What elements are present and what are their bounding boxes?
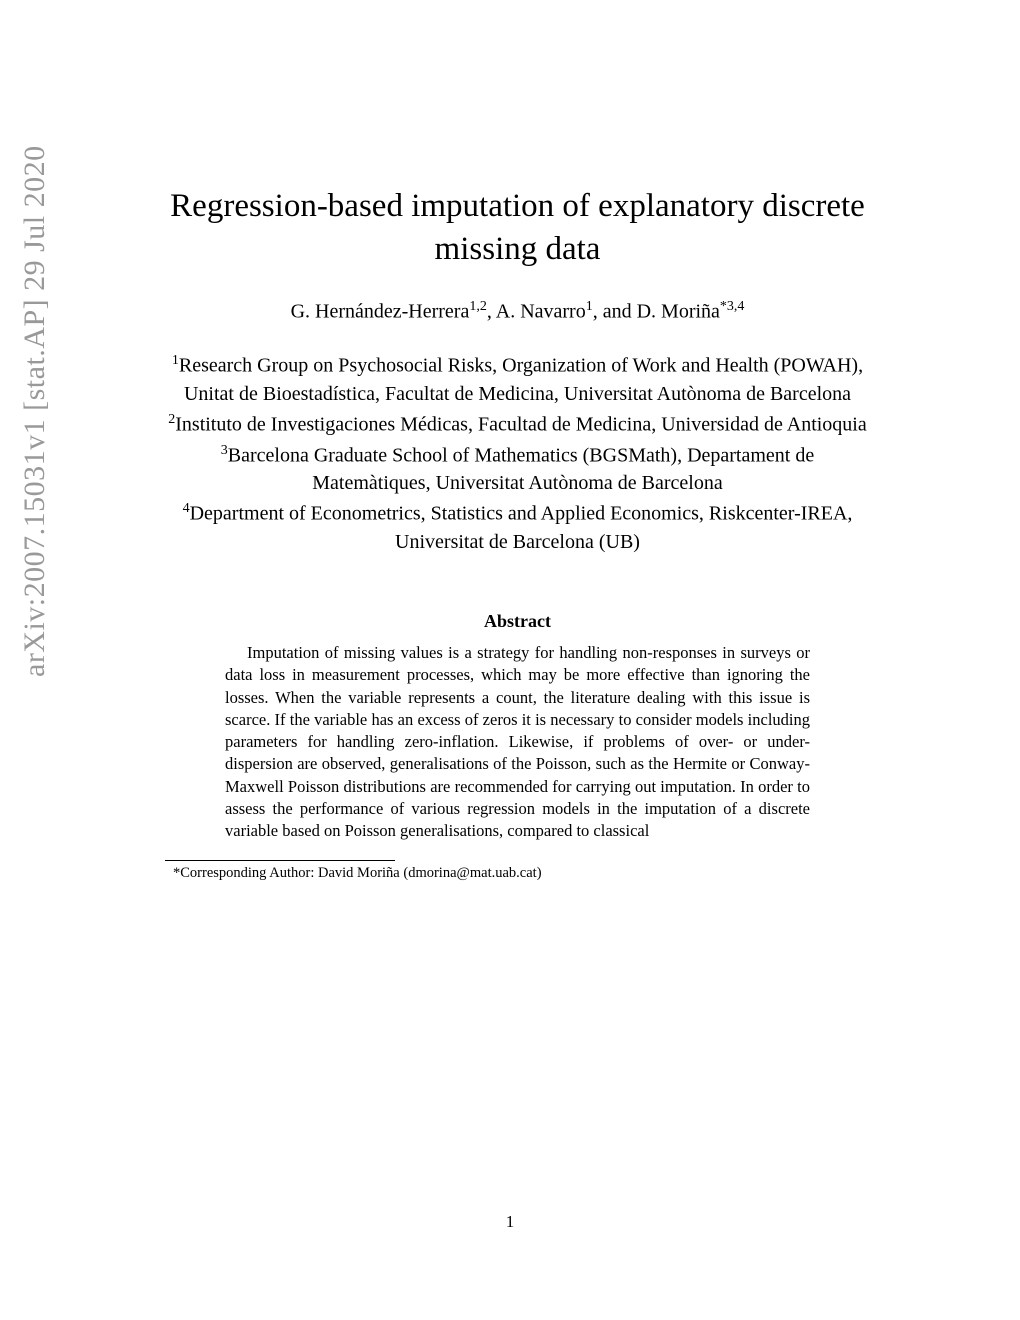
affiliation-2: 2Instituto de Investigaciones Médicas, F… (165, 410, 870, 439)
affiliation-4: 4Department of Econometrics, Statistics … (165, 499, 870, 556)
authors-line: G. Hernández-Herrera1,2, A. Navarro1, an… (165, 299, 870, 324)
abstract-heading: Abstract (165, 611, 870, 632)
page-number: 1 (0, 1212, 1020, 1232)
page-content: Regression-based imputation of explanato… (165, 185, 870, 882)
affiliation-3: 3Barcelona Graduate School of Mathematic… (165, 441, 870, 498)
affiliation-1: 1Research Group on Psychosocial Risks, O… (165, 351, 870, 408)
corresponding-author-footnote: *Corresponding Author: David Moriña (dmo… (165, 865, 870, 882)
affiliations-block: 1Research Group on Psychosocial Risks, O… (165, 351, 870, 556)
arxiv-stamp: arXiv:2007.15031v1 [stat.AP] 29 Jul 2020 (18, 145, 52, 677)
paper-title: Regression-based imputation of explanato… (165, 185, 870, 271)
footnote-rule (165, 860, 395, 861)
abstract-body: Imputation of missing values is a strate… (165, 642, 870, 842)
